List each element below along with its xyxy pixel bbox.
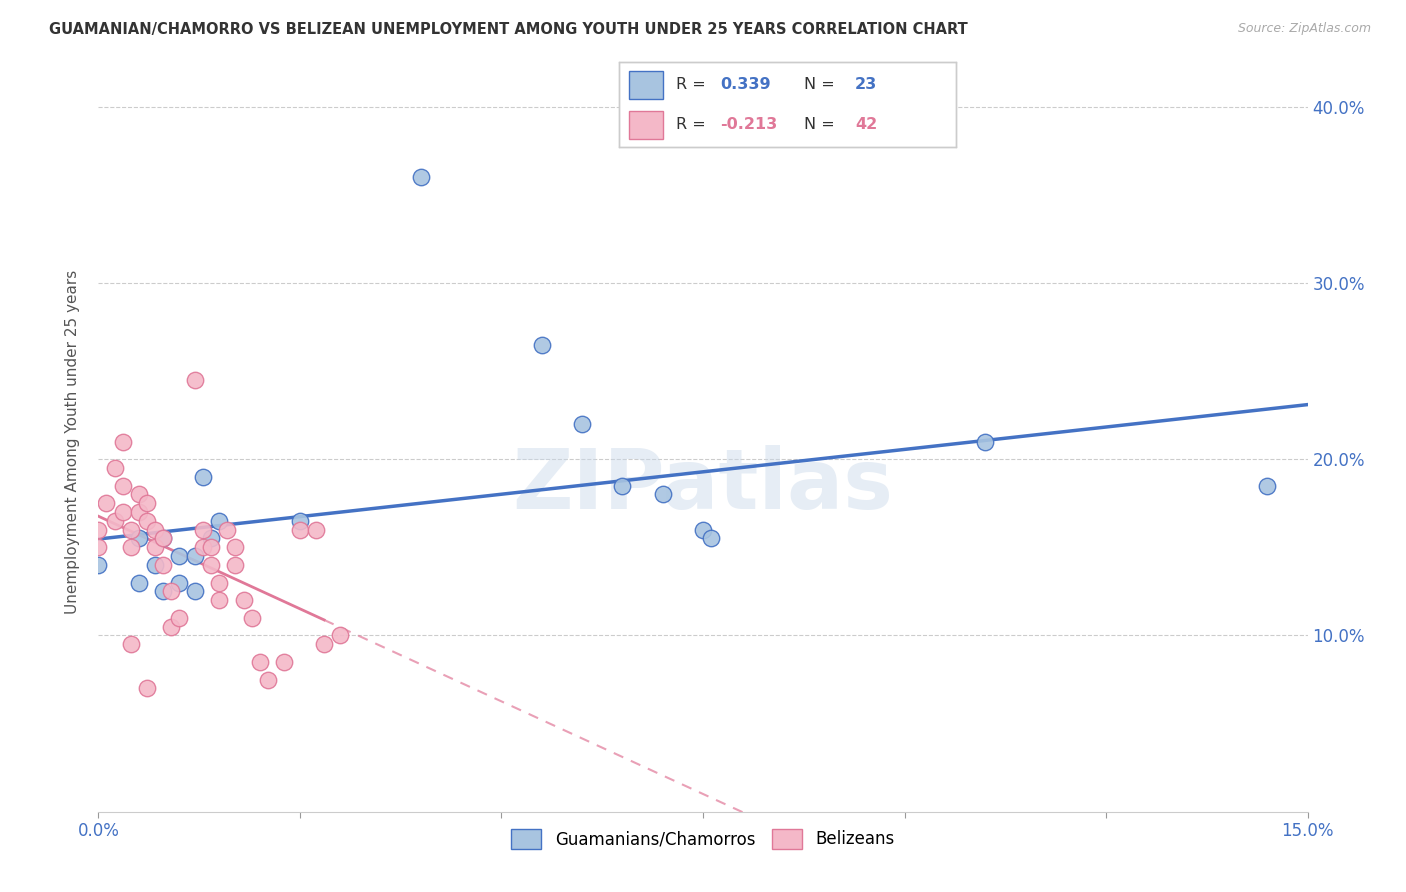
Point xyxy=(249,655,271,669)
Point xyxy=(184,373,207,387)
Point xyxy=(87,558,110,572)
Point xyxy=(200,558,222,572)
Point xyxy=(167,549,190,563)
Point xyxy=(232,593,254,607)
Point xyxy=(152,558,174,572)
Point xyxy=(208,575,231,590)
Point xyxy=(128,532,150,546)
Point xyxy=(208,514,231,528)
Text: GUAMANIAN/CHAMORRO VS BELIZEAN UNEMPLOYMENT AMONG YOUTH UNDER 25 YEARS CORRELATI: GUAMANIAN/CHAMORRO VS BELIZEAN UNEMPLOYM… xyxy=(49,22,967,37)
Text: R =: R = xyxy=(676,77,711,92)
Point xyxy=(184,549,207,563)
Point xyxy=(224,541,246,555)
Point xyxy=(692,523,714,537)
Point xyxy=(152,532,174,546)
Point xyxy=(305,523,328,537)
Point xyxy=(160,584,183,599)
Point xyxy=(612,478,634,492)
Point xyxy=(143,558,166,572)
Point xyxy=(111,434,134,449)
Text: 0.339: 0.339 xyxy=(720,77,770,92)
Point xyxy=(103,514,125,528)
Point xyxy=(128,505,150,519)
Point xyxy=(160,619,183,633)
Point xyxy=(120,637,142,651)
Point xyxy=(571,417,593,431)
Point xyxy=(273,655,295,669)
Point xyxy=(103,461,125,475)
Point xyxy=(193,523,215,537)
Point xyxy=(87,523,110,537)
Text: 23: 23 xyxy=(855,77,877,92)
Point xyxy=(651,487,673,501)
Point xyxy=(409,170,432,185)
Point xyxy=(208,593,231,607)
Text: ZIPatlas: ZIPatlas xyxy=(513,445,893,526)
Point xyxy=(329,628,352,642)
Point xyxy=(128,487,150,501)
Point xyxy=(143,523,166,537)
Point xyxy=(167,611,190,625)
Point xyxy=(974,434,997,449)
Text: N =: N = xyxy=(804,117,841,132)
Point xyxy=(135,681,157,696)
Point xyxy=(200,541,222,555)
Point xyxy=(288,523,311,537)
Point xyxy=(128,575,150,590)
Point xyxy=(120,523,142,537)
Point xyxy=(193,470,215,484)
Point xyxy=(240,611,263,625)
Point xyxy=(135,514,157,528)
Point xyxy=(288,514,311,528)
Point xyxy=(120,541,142,555)
Text: R =: R = xyxy=(676,117,711,132)
Point xyxy=(96,496,118,510)
Point xyxy=(217,523,239,537)
Point xyxy=(152,584,174,599)
Point xyxy=(184,584,207,599)
Point xyxy=(256,673,278,687)
Y-axis label: Unemployment Among Youth under 25 years: Unemployment Among Youth under 25 years xyxy=(65,269,80,614)
Text: -0.213: -0.213 xyxy=(720,117,778,132)
Point xyxy=(111,478,134,492)
Point xyxy=(87,541,110,555)
Point xyxy=(167,575,190,590)
FancyBboxPatch shape xyxy=(628,111,662,139)
FancyBboxPatch shape xyxy=(628,71,662,99)
Point xyxy=(314,637,336,651)
Point xyxy=(152,532,174,546)
Point xyxy=(1256,478,1278,492)
Point xyxy=(143,541,166,555)
Point xyxy=(224,558,246,572)
Point xyxy=(135,496,157,510)
Text: Source: ZipAtlas.com: Source: ZipAtlas.com xyxy=(1237,22,1371,36)
Point xyxy=(193,541,215,555)
Point xyxy=(700,532,723,546)
Point xyxy=(111,505,134,519)
Point xyxy=(530,337,553,351)
Text: N =: N = xyxy=(804,77,841,92)
Point xyxy=(200,532,222,546)
Legend: Guamanians/Chamorros, Belizeans: Guamanians/Chamorros, Belizeans xyxy=(505,822,901,855)
Text: 42: 42 xyxy=(855,117,877,132)
